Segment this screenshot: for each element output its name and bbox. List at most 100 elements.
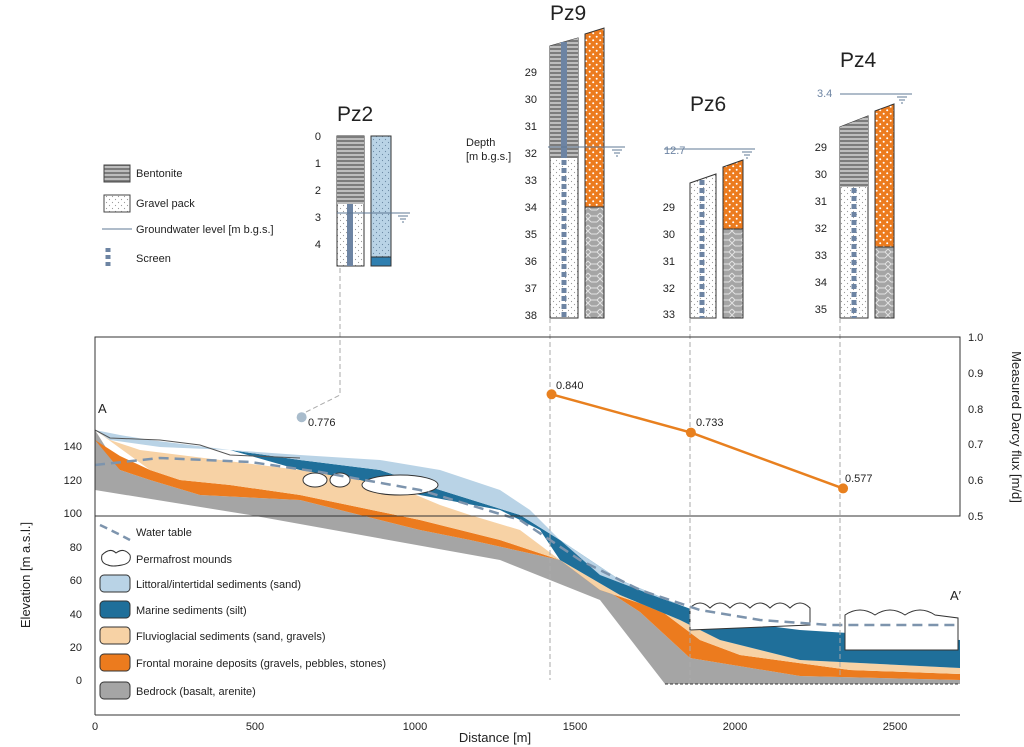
distance-axis: 0 500 1000 1500 2000 2500 Distance [m] bbox=[92, 714, 960, 745]
legend-permafrost-swatch bbox=[101, 549, 131, 567]
section-start-label: A bbox=[98, 401, 107, 416]
y-tick: 100 bbox=[64, 508, 82, 520]
depth-ticks-pz2: 0 1 2 3 4 bbox=[315, 131, 321, 251]
legend-groundwater: Groundwater level [m b.g.s.] bbox=[136, 224, 274, 236]
lithology-upper bbox=[722, 159, 744, 230]
well-title-pz6: Pz6 bbox=[690, 93, 726, 116]
legend-gravel: Gravel pack bbox=[136, 198, 195, 210]
y2-tick: 0.5 bbox=[968, 511, 983, 523]
legend-marine-swatch bbox=[99, 600, 131, 619]
legend-bentonite-swatch bbox=[103, 164, 131, 183]
depth-tick: 33 bbox=[815, 250, 827, 262]
lithology-lower bbox=[874, 246, 895, 319]
depth-tick: 33 bbox=[525, 175, 537, 187]
cross-section: A A′ bbox=[94, 268, 962, 685]
y2-tick: 1.0 bbox=[968, 332, 983, 344]
y-tick: 60 bbox=[70, 575, 82, 587]
flux-frame bbox=[94, 336, 961, 517]
depth-tick: 29 bbox=[663, 202, 675, 214]
darcy-flux-chart: 0.5 0.6 0.7 0.8 0.9 1.0 Measured Darcy f… bbox=[94, 332, 1024, 523]
legend-bentonite: Bentonite bbox=[136, 168, 182, 180]
x-tick: 2000 bbox=[723, 721, 747, 733]
flux-series-line bbox=[551, 393, 844, 490]
y-tick: 80 bbox=[70, 542, 82, 554]
elevation-axis: 0 20 40 60 80 100 120 140 Elevation [m a… bbox=[18, 430, 96, 715]
flux-point bbox=[838, 483, 849, 494]
depth-label: Depth bbox=[466, 137, 495, 149]
moraine-layer bbox=[95, 440, 960, 680]
depth-tick: 30 bbox=[663, 229, 675, 241]
well-guide-pz2 bbox=[299, 268, 341, 416]
x-tick: 500 bbox=[246, 721, 264, 733]
well-pz9: Pz9 29 30 31 32 33 34 35 36 37 38 Depth … bbox=[466, 2, 625, 322]
x-tick: 1000 bbox=[403, 721, 427, 733]
groundwater-symbol bbox=[612, 149, 622, 157]
legend-marine: Marine sediments (silt) bbox=[136, 605, 247, 617]
lithology-base bbox=[370, 256, 392, 267]
flux-label-pz6: 0.733 bbox=[696, 417, 724, 429]
well-pz4: Pz4 3.4 29 30 31 32 33 34 35 bbox=[815, 49, 912, 319]
x-tick: 0 bbox=[92, 721, 98, 733]
screen bbox=[347, 204, 353, 266]
legend-moraine: Frontal moraine deposits (gravels, pebbl… bbox=[136, 658, 386, 670]
lithology-lower bbox=[722, 228, 744, 319]
depth-label-unit: [m b.g.s.] bbox=[466, 151, 511, 163]
lithology-lower bbox=[584, 206, 605, 319]
fluvioglacial-layer bbox=[95, 430, 960, 674]
y-tick: 120 bbox=[64, 475, 82, 487]
y2-tick: 0.9 bbox=[968, 368, 983, 380]
depth-tick: 35 bbox=[525, 229, 537, 241]
depth-tick: 38 bbox=[525, 310, 537, 322]
depth-tick: 34 bbox=[815, 277, 827, 289]
well-pz6: Pz6 12.7 29 30 31 32 33 bbox=[663, 93, 755, 321]
depth-tick: 32 bbox=[525, 148, 537, 160]
depth-tick: 33 bbox=[663, 309, 675, 321]
x-tick: 1500 bbox=[563, 721, 587, 733]
legend-water-table-swatch bbox=[99, 523, 131, 542]
water-table-line bbox=[94, 456, 960, 627]
depth-ticks-pz4: 29 30 31 32 33 34 35 bbox=[815, 142, 827, 316]
x-axis-label: Distance [m] bbox=[459, 730, 531, 745]
permafrost-mound bbox=[329, 472, 351, 488]
legend-screen: Screen bbox=[136, 253, 171, 265]
flux-point-pz2 bbox=[296, 412, 307, 423]
flux-point bbox=[685, 427, 696, 438]
depth-tick: 0 bbox=[315, 131, 321, 143]
y-axis-label: Elevation [m a.s.l.] bbox=[18, 522, 33, 628]
flux-label-pz2: 0.776 bbox=[308, 417, 336, 429]
y-tick: 140 bbox=[64, 441, 82, 453]
well-legend: Bentonite Gravel pack Groundwater level … bbox=[102, 164, 274, 268]
well-title-pz4: Pz4 bbox=[840, 49, 877, 72]
legend-fluvio: Fluvioglacial sediments (sand, gravels) bbox=[136, 631, 326, 643]
depth-tick: 37 bbox=[525, 283, 537, 295]
depth-tick: 29 bbox=[815, 142, 827, 154]
depth-tick: 31 bbox=[663, 256, 675, 268]
y2-tick: 0.6 bbox=[968, 475, 983, 487]
flux-label-pz4: 0.577 bbox=[845, 473, 873, 485]
gw-level-pz6: 12.7 bbox=[664, 145, 685, 157]
lithology-column bbox=[370, 135, 392, 267]
depth-tick: 4 bbox=[315, 239, 321, 251]
gw-level-pz4: 3.4 bbox=[817, 88, 832, 100]
bentonite-layer bbox=[840, 116, 868, 187]
y2-axis-label: Measured Darcy flux [m/d] bbox=[1009, 351, 1024, 503]
legend-littoral: Littoral/intertidal sediments (sand) bbox=[136, 579, 301, 591]
y-tick: 0 bbox=[76, 675, 82, 687]
lithology-upper bbox=[874, 103, 895, 248]
bentonite-layer bbox=[337, 136, 364, 204]
y-tick: 40 bbox=[70, 609, 82, 621]
flux-label-pz9: 0.840 bbox=[556, 380, 584, 392]
section-legend: Water table Permafrost mounds Littoral/i… bbox=[99, 523, 386, 700]
permafrost-mound bbox=[302, 472, 328, 488]
legend-moraine-swatch bbox=[99, 653, 131, 672]
legend-fluvio-swatch bbox=[99, 626, 131, 645]
permafrost-mound bbox=[361, 474, 439, 496]
depth-tick: 29 bbox=[525, 67, 537, 79]
depth-tick: 31 bbox=[525, 121, 537, 133]
permafrost-mound bbox=[844, 609, 959, 651]
legend-bedrock-swatch bbox=[99, 681, 131, 700]
depth-tick: 3 bbox=[315, 212, 321, 224]
depth-tick: 32 bbox=[815, 223, 827, 235]
depth-ticks-pz6: 29 30 31 32 33 bbox=[663, 202, 675, 321]
